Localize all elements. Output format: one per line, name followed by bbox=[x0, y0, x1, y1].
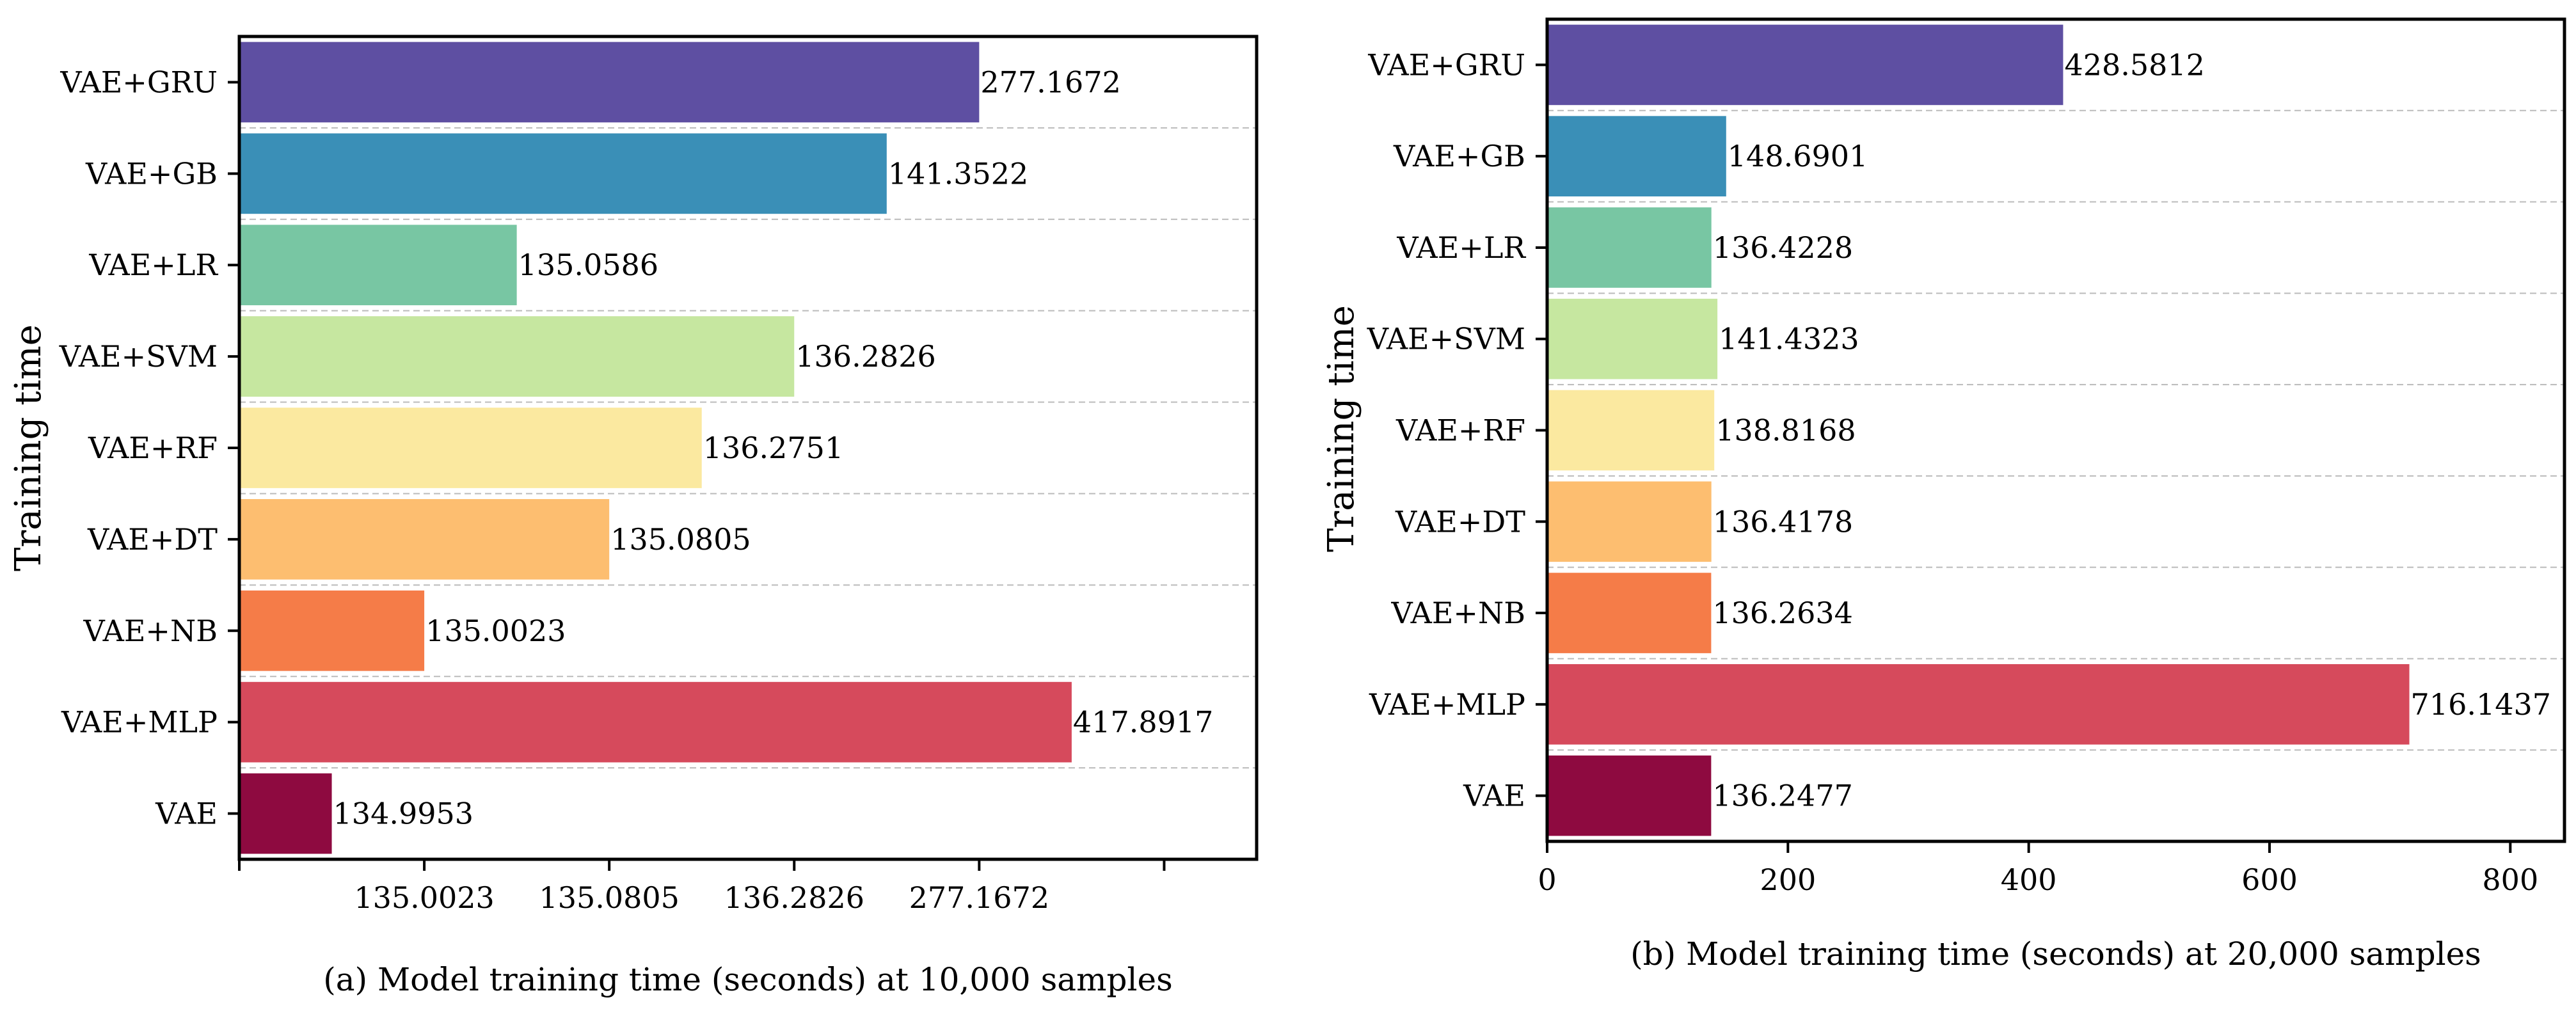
category-label: VAE+RF bbox=[88, 431, 218, 465]
y-axis-label-b: Training time bbox=[1321, 305, 1362, 552]
value-label: 136.2477 bbox=[1712, 779, 1853, 813]
category-label: VAE bbox=[155, 797, 218, 831]
x-tick-label: 277.1672 bbox=[909, 880, 1050, 915]
x-tick-label: 400 bbox=[2001, 862, 2057, 897]
value-label: 138.8168 bbox=[1715, 413, 1856, 448]
value-label: 136.4178 bbox=[1713, 504, 1854, 539]
plot-frame-b bbox=[1545, 17, 2566, 843]
value-label: 428.5812 bbox=[2064, 47, 2205, 82]
panel-a: 277.1672 141.3522 135.0586 136.2826 136.2751… bbox=[8, 35, 1259, 998]
bar bbox=[1547, 298, 1718, 379]
chart-title-a: (a) Model training time (seconds) at 10,… bbox=[323, 961, 1172, 998]
category-label: VAE+NB bbox=[1391, 596, 1526, 630]
bar bbox=[239, 773, 332, 854]
value-label: 148.6901 bbox=[1728, 139, 1868, 173]
x-tick-label: 0 bbox=[1538, 862, 1556, 897]
value-label: 135.0023 bbox=[425, 614, 566, 648]
category-label: VAE+GB bbox=[85, 156, 218, 191]
bar bbox=[239, 316, 795, 397]
bar bbox=[239, 590, 425, 671]
bar bbox=[1547, 755, 1712, 836]
y-axis-label-a: Training time bbox=[8, 324, 49, 571]
bar bbox=[1547, 664, 2410, 745]
bar bbox=[239, 225, 517, 306]
category-label: VAE+LR bbox=[1396, 230, 1526, 265]
x-tick-label: 135.0023 bbox=[354, 880, 495, 915]
x-tick-label: 135.0805 bbox=[539, 880, 680, 915]
bar bbox=[1547, 573, 1712, 653]
value-label: 134.9953 bbox=[333, 797, 474, 831]
category-label: VAE+NB bbox=[83, 614, 218, 648]
value-label: 136.4228 bbox=[1713, 230, 1854, 265]
x-tick-label: 800 bbox=[2482, 862, 2538, 897]
category-label: VAE+SVM bbox=[1367, 322, 1525, 356]
bar bbox=[239, 42, 980, 123]
bar bbox=[1547, 116, 1726, 196]
x-tick-label: 200 bbox=[1760, 862, 1816, 897]
category-label: VAE+DT bbox=[87, 522, 218, 557]
panel-b: 428.5812 148.6901 136.4228 141.4323 138.8168… bbox=[1321, 17, 2566, 973]
bar bbox=[239, 681, 1072, 763]
value-label: 135.0586 bbox=[518, 248, 659, 282]
category-label: VAE+DT bbox=[1395, 504, 1525, 539]
x-tick-label: 600 bbox=[2241, 862, 2298, 897]
bar bbox=[239, 499, 610, 580]
bar bbox=[1547, 24, 2063, 106]
value-label: 136.2751 bbox=[703, 431, 844, 465]
category-label: VAE bbox=[1463, 779, 1525, 813]
bar bbox=[1547, 481, 1712, 562]
category-label: VAE+RF bbox=[1395, 413, 1525, 448]
category-label: VAE+SVM bbox=[59, 339, 218, 374]
category-label: VAE+LR bbox=[88, 248, 218, 282]
category-label: VAE+GRU bbox=[60, 65, 218, 99]
category-label: VAE+MLP bbox=[1369, 687, 1525, 722]
bar bbox=[239, 133, 887, 214]
bar bbox=[1547, 207, 1712, 288]
value-label: 417.8917 bbox=[1073, 705, 1214, 740]
value-label: 716.1437 bbox=[2411, 687, 2552, 722]
value-label: 136.2634 bbox=[1712, 596, 1853, 630]
category-label: VAE+MLP bbox=[61, 705, 218, 740]
bar bbox=[1547, 390, 1715, 471]
x-tick-label: 136.2826 bbox=[724, 880, 865, 915]
value-label: 135.0805 bbox=[610, 522, 751, 557]
value-label: 277.1672 bbox=[980, 65, 1121, 99]
category-label: VAE+GB bbox=[1393, 139, 1525, 173]
plot-frame-a bbox=[237, 35, 1259, 861]
bar bbox=[239, 408, 702, 488]
value-label: 136.2826 bbox=[795, 339, 936, 374]
value-label: 141.4323 bbox=[1719, 322, 1859, 356]
value-label: 141.3522 bbox=[888, 156, 1029, 191]
category-label: VAE+GRU bbox=[1367, 47, 1525, 82]
chart-title-b: (b) Model training time (seconds) at 20,… bbox=[1630, 935, 2481, 973]
